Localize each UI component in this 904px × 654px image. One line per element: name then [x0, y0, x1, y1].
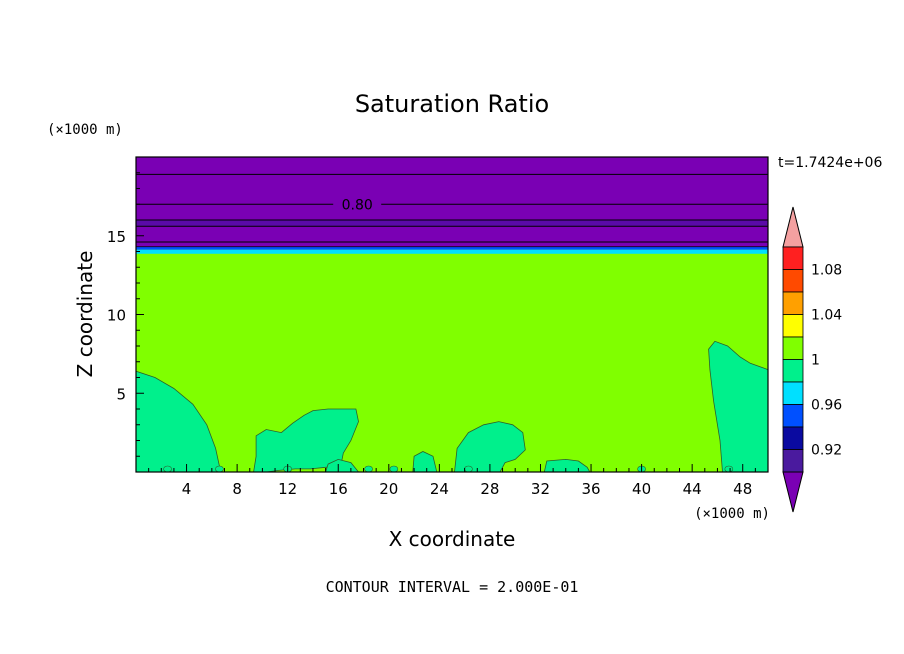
y-axis-ticks: 5 10 15 [107, 172, 144, 457]
x-tick-label: 32 [531, 480, 550, 498]
near-saturated-region [454, 421, 526, 473]
x-tick-label: 36 [581, 480, 600, 498]
near-saturated-cell [163, 465, 172, 473]
colorbar-segment [782, 381, 804, 405]
time-label: t=1.7424e+06 [778, 155, 882, 171]
x-tick-label: 16 [329, 480, 348, 498]
colorbar-segment [782, 404, 804, 428]
near-saturated-cell [724, 465, 734, 473]
x-unit-label: (×1000 m) [694, 506, 770, 522]
chart-title: Saturation Ratio [355, 90, 549, 118]
near-saturated-region [135, 370, 222, 473]
colorbar-top-arrow [782, 206, 804, 248]
dry-layer-fill [136, 157, 768, 247]
x-tick-label: 40 [632, 480, 651, 498]
colorbar-segment [782, 449, 804, 473]
x-tick-label: 8 [232, 480, 242, 498]
x-tick-label: 12 [278, 480, 297, 498]
y-tick-label: 15 [107, 228, 126, 246]
contour-label: 0.80 [342, 197, 373, 213]
moist-layer-fill [136, 246, 768, 472]
colorbar-tick-label: 0.96 [811, 398, 842, 414]
colorbar-segment [782, 246, 804, 270]
colorbar-tick-label: 1.08 [811, 263, 842, 279]
colorbar-tick-label: 1.04 [811, 308, 842, 324]
colorbar-tick-label: 1 [811, 353, 820, 369]
y-tick-label: 5 [116, 385, 126, 403]
dark-dry-band [136, 220, 768, 227]
colorbar-segment [782, 426, 804, 450]
contour-lines [136, 173, 768, 248]
cyan-transition-band [136, 249, 768, 254]
near-saturated-cell [364, 465, 373, 473]
colorbar-bottom-arrow [782, 471, 804, 513]
x-tick-label: 4 [182, 480, 192, 498]
x-tick-label: 48 [733, 480, 752, 498]
colorbar-segment [782, 291, 804, 315]
x-tick-label: 44 [683, 480, 702, 498]
colorbar-segment [782, 269, 804, 293]
colorbar-segment [782, 314, 804, 338]
colorbar: 1.08 1.04 1 0.96 0.92 [782, 206, 842, 513]
contour-label-bg [333, 196, 382, 213]
x-axis-ticks: 4 8 12 16 20 24 28 32 36 40 44 48 [148, 464, 756, 498]
near-saturated-cell [389, 465, 399, 473]
colorbar-segment [782, 336, 804, 360]
colorbar-segment [782, 359, 804, 383]
y-axis-label: Z coordinate [73, 251, 97, 378]
x-tick-label: 20 [379, 480, 398, 498]
x-axis-label: X coordinate [389, 527, 516, 551]
y-tick-label: 10 [107, 307, 126, 325]
y-unit-label: (×1000 m) [47, 122, 123, 138]
near-saturated-cell [464, 465, 473, 473]
plot-area: 0.80 [135, 156, 769, 473]
x-tick-label: 28 [480, 480, 499, 498]
blue-transition-band [136, 246, 768, 250]
near-saturated-cell [215, 465, 224, 473]
x-tick-label: 24 [430, 480, 449, 498]
colorbar-tick-label: 0.92 [811, 443, 842, 459]
contour-interval-label: CONTOUR INTERVAL = 2.000E-01 [326, 578, 579, 596]
